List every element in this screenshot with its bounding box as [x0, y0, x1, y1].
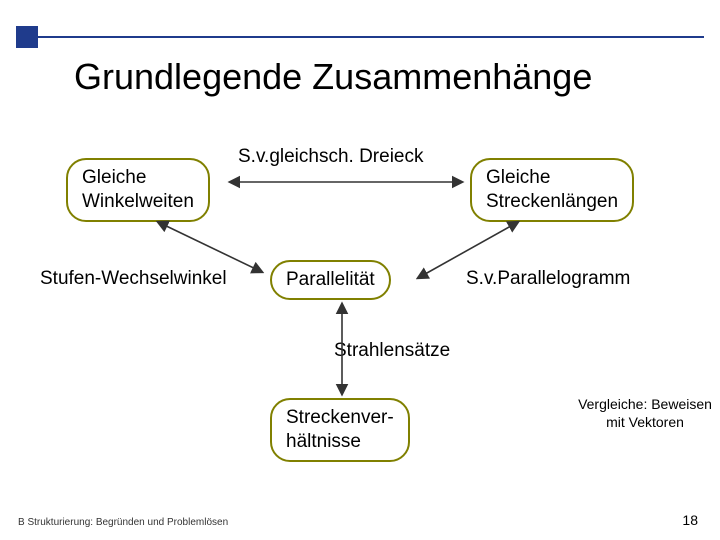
node-streckenverhaeltnisse: Streckenver- hältnisse: [270, 398, 410, 462]
label-parallelogramm: S.v.Parallelogramm: [466, 268, 630, 290]
title-rule: [16, 36, 704, 38]
side-note-vergleiche: Vergleiche: Beweisen mit Vektoren: [570, 396, 720, 431]
label-gleichsch-dreieck: S.v.gleichsch. Dreieck: [238, 146, 424, 168]
label-stufen-wechselwinkel: Stufen-Wechselwinkel: [40, 268, 227, 290]
node-parallelitaet: Parallelität: [270, 260, 391, 300]
page-title: Grundlegende Zusammenhänge: [74, 56, 592, 98]
footer-text: B Strukturierung: Begründen und Probleml…: [18, 517, 228, 528]
arrow-winkel-parallel: [158, 222, 262, 272]
node-winkelweiten: Gleiche Winkelweiten: [66, 158, 210, 222]
page-number: 18: [682, 512, 698, 528]
node-streckenlaengen: Gleiche Streckenlängen: [470, 158, 634, 222]
label-strahlensaetze: Strahlensätze: [334, 340, 450, 362]
